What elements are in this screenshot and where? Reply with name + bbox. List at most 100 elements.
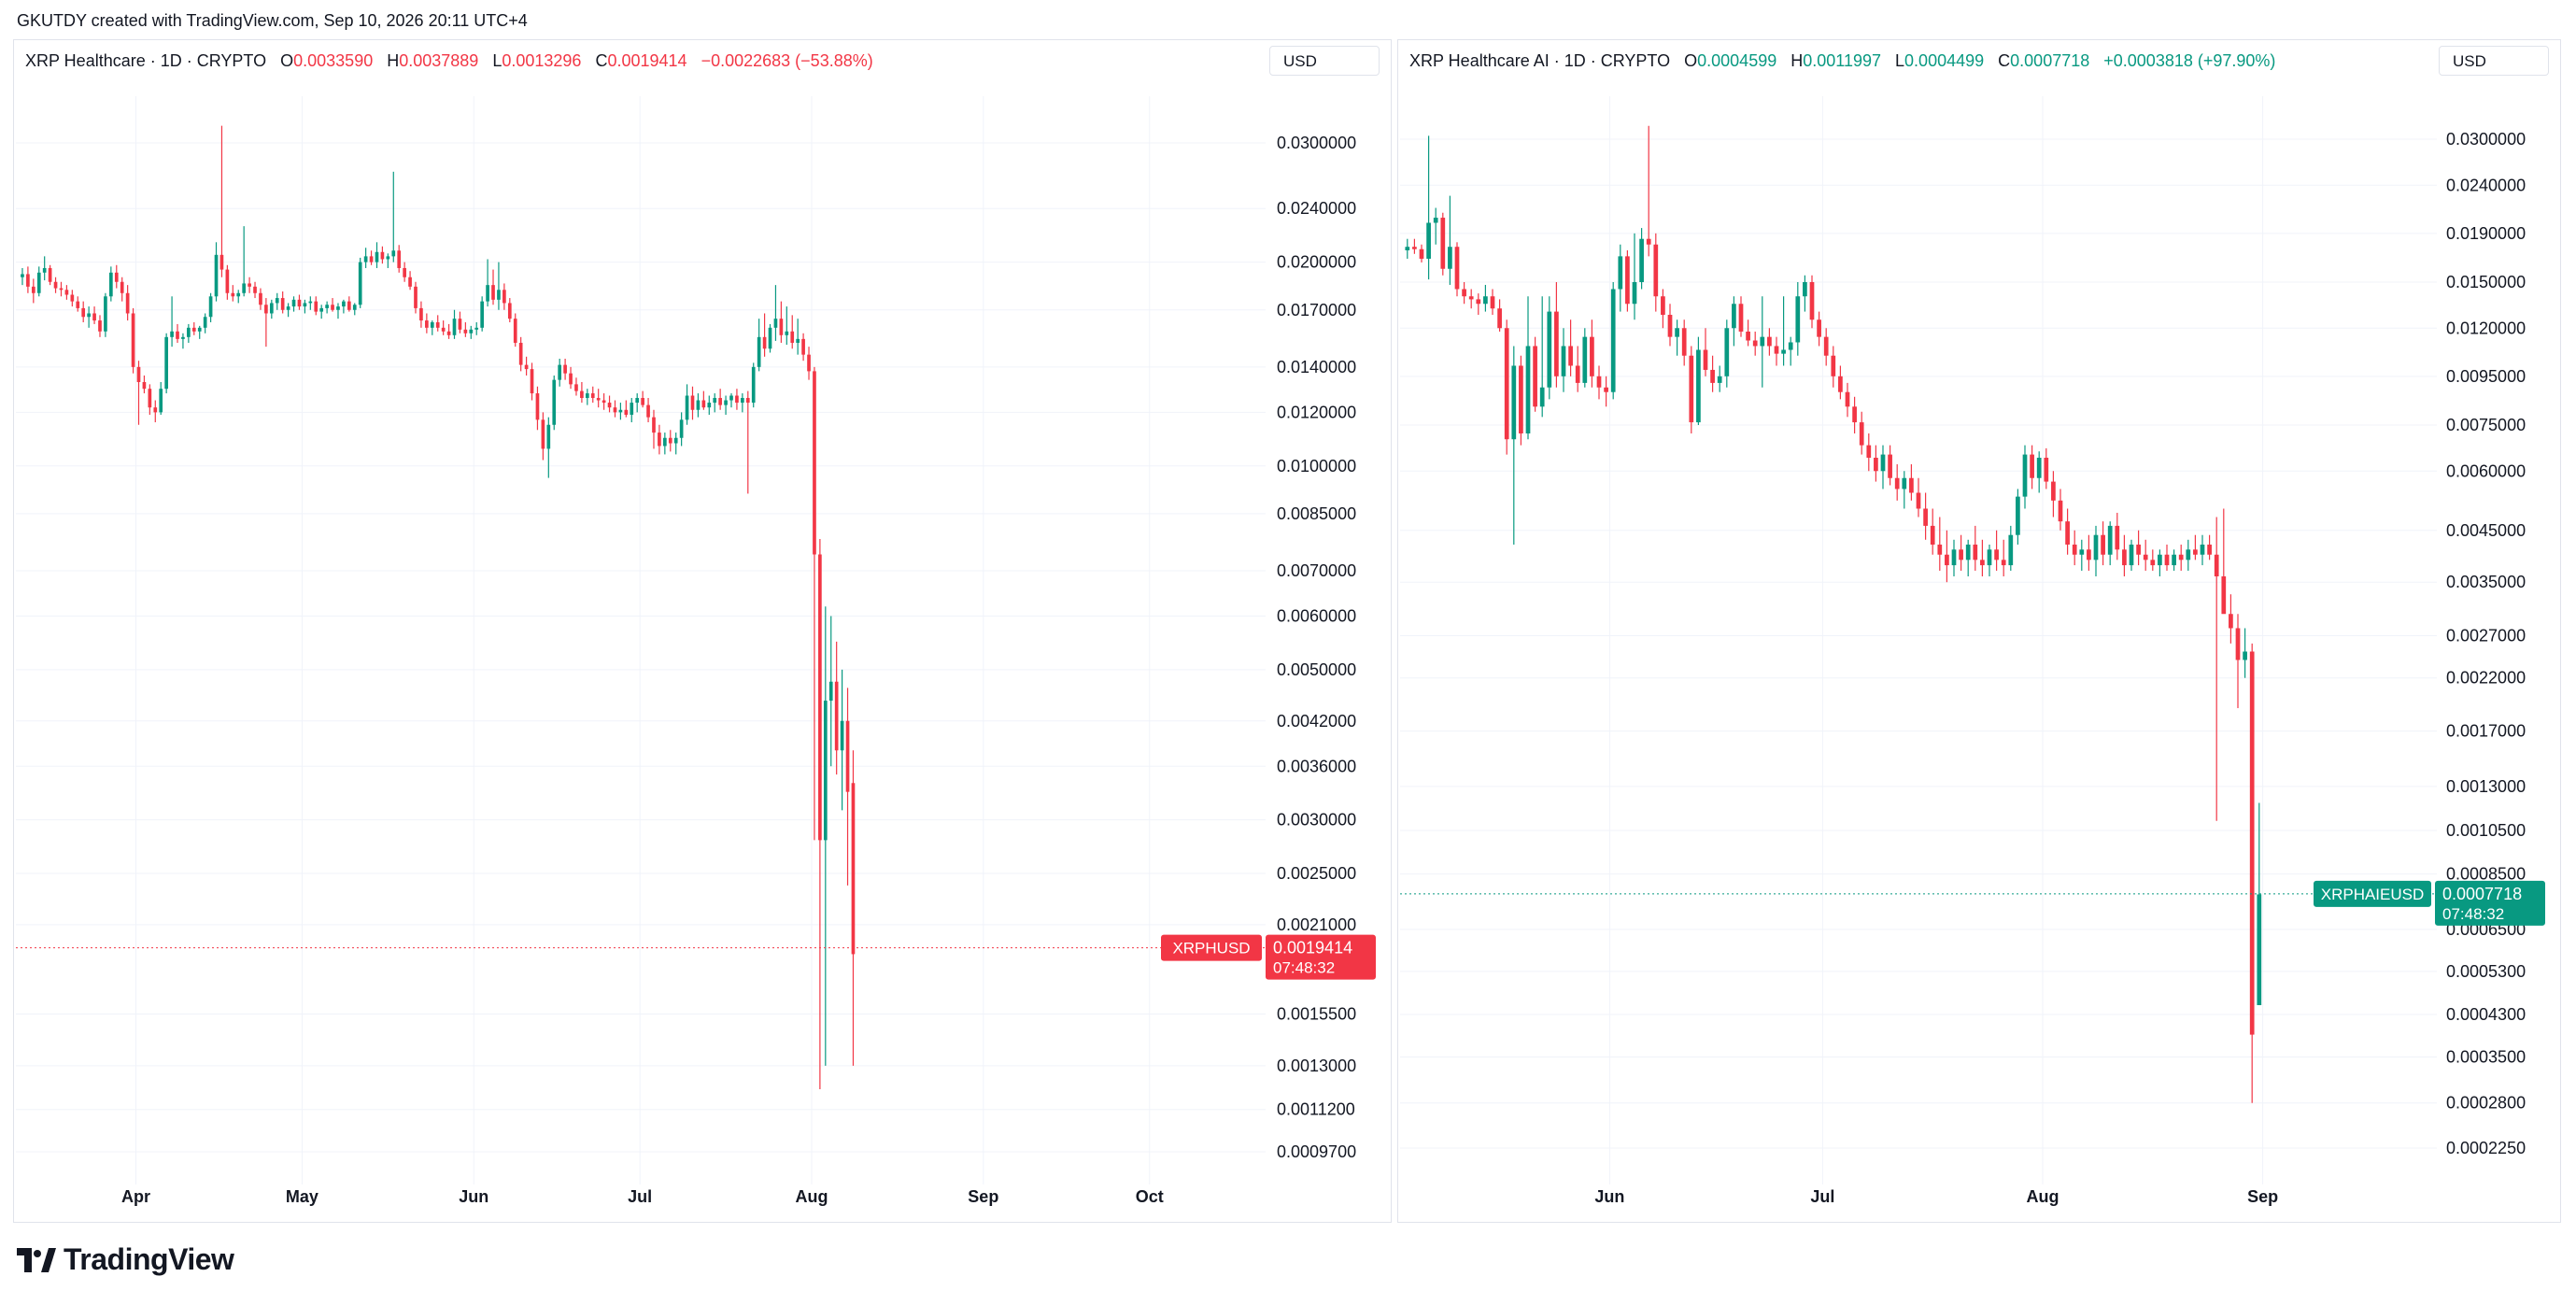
- candle[interactable]: [331, 298, 334, 312]
- candle[interactable]: [225, 264, 230, 300]
- candle[interactable]: [203, 313, 207, 333]
- candle[interactable]: [81, 301, 86, 322]
- candle[interactable]: [2257, 802, 2262, 1006]
- candle[interactable]: [2129, 539, 2134, 571]
- candle[interactable]: [208, 292, 213, 322]
- candle[interactable]: [125, 285, 130, 321]
- candle[interactable]: [524, 356, 529, 376]
- candle[interactable]: [768, 323, 772, 353]
- candle[interactable]: [1866, 433, 1872, 472]
- candle[interactable]: [652, 409, 656, 449]
- candle[interactable]: [1973, 525, 1978, 571]
- candle[interactable]: [286, 303, 290, 318]
- candle[interactable]: [1760, 296, 1765, 388]
- chart-canvas-xrphaieusd[interactable]: 0.0300000 0.0240000 0.0190000 0.0150000 0.01…: [1398, 40, 2560, 1222]
- candle[interactable]: [92, 306, 96, 324]
- candle[interactable]: [463, 321, 468, 337]
- candle[interactable]: [1632, 233, 1637, 320]
- candle[interactable]: [1490, 289, 1495, 316]
- candle[interactable]: [153, 400, 158, 423]
- candle[interactable]: [1661, 289, 1665, 329]
- candle[interactable]: [1440, 212, 1446, 276]
- candle[interactable]: [541, 412, 545, 461]
- candle[interactable]: [1405, 238, 1410, 259]
- candle[interactable]: [408, 271, 412, 291]
- candle[interactable]: [214, 242, 219, 302]
- candle[interactable]: [242, 226, 247, 297]
- candle[interactable]: [1511, 346, 1517, 545]
- candle[interactable]: [2172, 549, 2176, 571]
- candle[interactable]: [2221, 508, 2227, 615]
- candle[interactable]: [486, 259, 489, 307]
- candle[interactable]: [1859, 411, 1864, 455]
- candle[interactable]: [109, 266, 113, 302]
- candle[interactable]: [2016, 489, 2020, 545]
- candle[interactable]: [248, 277, 251, 293]
- candle[interactable]: [59, 281, 64, 297]
- candle[interactable]: [679, 412, 684, 447]
- candle[interactable]: [580, 382, 584, 404]
- candle[interactable]: [375, 242, 379, 268]
- candle[interactable]: [336, 303, 340, 319]
- candle[interactable]: [414, 281, 418, 314]
- candle[interactable]: [845, 688, 850, 886]
- candle[interactable]: [602, 393, 606, 410]
- candle[interactable]: [164, 333, 168, 394]
- candle[interactable]: [191, 321, 196, 335]
- candle[interactable]: [757, 319, 761, 372]
- candle[interactable]: [596, 389, 601, 408]
- candle[interactable]: [668, 430, 672, 452]
- candle[interactable]: [446, 323, 451, 339]
- candle[interactable]: [590, 386, 595, 404]
- candle[interactable]: [2093, 525, 2099, 577]
- candle[interactable]: [546, 417, 551, 478]
- candle[interactable]: [646, 398, 650, 423]
- candle[interactable]: [713, 393, 717, 413]
- candle[interactable]: [673, 433, 678, 455]
- candle[interactable]: [1554, 281, 1559, 388]
- candle[interactable]: [2229, 594, 2233, 644]
- candle[interactable]: [425, 313, 429, 333]
- candle[interactable]: [236, 290, 241, 304]
- candle[interactable]: [2136, 530, 2141, 566]
- chart-panel-xrphusd[interactable]: 0.0300000 0.0240000 0.0200000 0.0170000 0.01…: [13, 39, 1392, 1223]
- candle[interactable]: [535, 386, 540, 431]
- candle[interactable]: [314, 296, 318, 316]
- candle[interactable]: [724, 395, 728, 416]
- candle[interactable]: [2243, 628, 2247, 678]
- candle[interactable]: [663, 433, 667, 455]
- candle[interactable]: [1412, 238, 1417, 254]
- candle[interactable]: [696, 393, 701, 418]
- candle[interactable]: [2008, 525, 2014, 571]
- candle[interactable]: [2058, 489, 2063, 531]
- candle[interactable]: [1809, 275, 1815, 329]
- candle[interactable]: [2022, 445, 2028, 509]
- candle[interactable]: [1724, 319, 1730, 388]
- candle[interactable]: [1476, 293, 1481, 316]
- candle[interactable]: [1916, 477, 1921, 518]
- candle[interactable]: [1504, 319, 1509, 455]
- candle[interactable]: [42, 256, 47, 281]
- candle[interactable]: [685, 384, 689, 425]
- candle[interactable]: [275, 292, 279, 310]
- candle[interactable]: [658, 424, 661, 455]
- candle[interactable]: [1930, 508, 1935, 555]
- candle[interactable]: [1604, 376, 1608, 407]
- candle[interactable]: [2101, 521, 2105, 566]
- candle[interactable]: [2065, 508, 2070, 555]
- candle[interactable]: [70, 290, 75, 307]
- candle[interactable]: [1696, 336, 1701, 425]
- candle[interactable]: [1468, 289, 1474, 309]
- candle[interactable]: [1533, 336, 1537, 412]
- candle[interactable]: [1823, 328, 1829, 366]
- candle[interactable]: [1519, 355, 1523, 446]
- candle[interactable]: [1888, 445, 1892, 486]
- candle[interactable]: [569, 366, 573, 390]
- candle[interactable]: [790, 315, 795, 349]
- candle[interactable]: [1610, 281, 1616, 400]
- candle[interactable]: [36, 266, 41, 297]
- candle[interactable]: [1937, 517, 1943, 571]
- candle[interactable]: [87, 306, 91, 328]
- candle[interactable]: [1909, 464, 1914, 501]
- candle[interactable]: [1497, 299, 1502, 332]
